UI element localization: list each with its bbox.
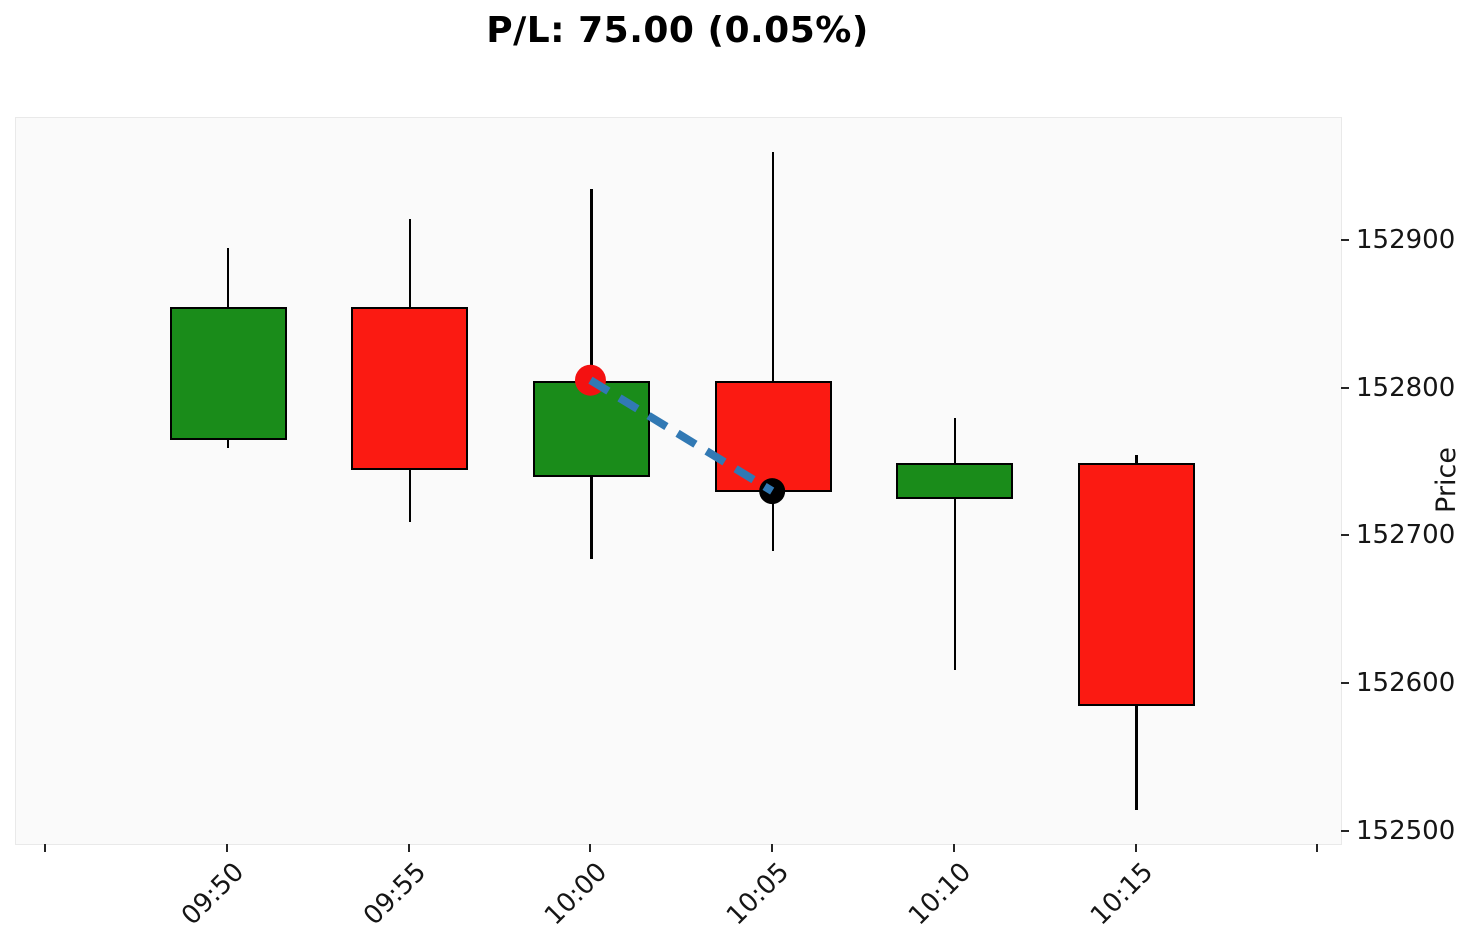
- x-tick-label: 10:05: [721, 857, 796, 929]
- candle-body: [351, 307, 469, 470]
- x-tick-label: 09:50: [176, 857, 251, 929]
- x-tick-mark: [952, 844, 955, 852]
- candle-body: [896, 462, 1014, 500]
- chart-title: P/L: 75.00 (0.05%): [486, 10, 869, 51]
- y-tick-mark: [1341, 534, 1349, 537]
- x-tick-mark: [589, 844, 592, 852]
- x-tick-label: 10:00: [539, 857, 614, 929]
- candle-wick: [590, 188, 593, 559]
- x-tick-mark: [771, 844, 774, 852]
- x-tick-mark: [44, 844, 47, 852]
- y-tick-label: 152800: [1356, 372, 1456, 403]
- x-tick-mark: [226, 844, 229, 852]
- candle-body: [1078, 462, 1196, 707]
- x-tick-label: 10:15: [1084, 857, 1159, 929]
- y-tick-mark: [1341, 830, 1349, 833]
- candle-body: [532, 381, 650, 478]
- y-tick-label: 152500: [1356, 816, 1456, 847]
- x-tick-label: 09:55: [357, 857, 432, 929]
- y-tick-label: 152600: [1356, 668, 1456, 699]
- x-tick-mark: [407, 844, 410, 852]
- candle-body: [169, 307, 287, 441]
- y-tick-mark: [1341, 238, 1349, 241]
- x-tick-mark: [1134, 844, 1137, 852]
- x-tick-label: 10:10: [902, 857, 978, 929]
- y-tick-mark: [1341, 386, 1349, 389]
- candle-wick: [771, 152, 775, 552]
- candle-body: [714, 381, 832, 493]
- price-axis-label: Price: [1431, 447, 1462, 513]
- y-tick-label: 152700: [1356, 520, 1456, 551]
- y-tick-label: 152900: [1356, 224, 1456, 255]
- plot-area: [15, 117, 1342, 845]
- y-tick-mark: [1341, 682, 1349, 685]
- candle-wick: [953, 418, 957, 670]
- x-tick-mark: [1316, 844, 1319, 852]
